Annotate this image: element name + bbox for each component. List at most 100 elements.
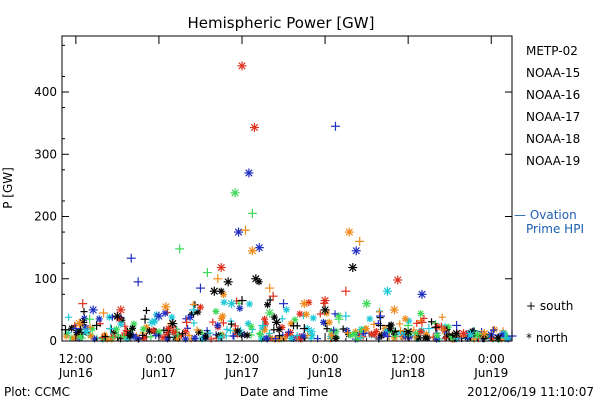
background-data-mark [139, 325, 147, 333]
background-data-mark [381, 330, 389, 338]
background-data-mark [214, 321, 222, 329]
ovation-legend-line1: — Ovation [514, 208, 577, 222]
background-data-mark [278, 315, 286, 323]
background-data-mark [114, 331, 122, 339]
background-data-mark [415, 334, 423, 342]
background-data-mark [375, 308, 383, 316]
background-data-mark [234, 327, 242, 335]
data-point [126, 253, 136, 263]
y-axis-label: P [GW] [1, 167, 15, 209]
background-data-mark [323, 325, 331, 333]
data-point [382, 286, 392, 296]
background-data-mark [202, 333, 210, 341]
background-data-mark [256, 330, 264, 338]
legend-entry: NOAA-18 [526, 132, 580, 146]
background-data-mark [391, 332, 399, 340]
data-point [249, 123, 259, 132]
background-data-mark [417, 310, 425, 318]
data-point [223, 277, 233, 287]
data-point [147, 317, 157, 327]
background-data-mark [296, 310, 304, 318]
background-data-mark [73, 329, 81, 337]
background-data-mark [264, 301, 272, 309]
background-data-mark [219, 312, 227, 320]
data-point [299, 324, 309, 334]
background-data-mark [325, 318, 333, 326]
data-point [389, 305, 399, 315]
data-point [334, 314, 344, 324]
data-point [265, 283, 275, 293]
data-point [99, 308, 109, 318]
data-point [78, 299, 88, 309]
data-point [348, 263, 358, 273]
x-tick-time: 12:00 [59, 352, 94, 366]
data-point [202, 268, 212, 278]
background-data-mark [438, 313, 446, 321]
background-data-mark [191, 334, 199, 342]
data-point [268, 291, 278, 301]
data-point [237, 296, 247, 306]
background-data-mark [196, 303, 204, 311]
data-point [244, 168, 254, 178]
background-data-mark [275, 332, 283, 340]
background-data-mark [226, 327, 234, 335]
data-point [341, 286, 351, 296]
background-data-mark [433, 323, 441, 331]
background-data-mark [63, 330, 71, 338]
data-point [189, 305, 199, 315]
background-data-mark [278, 323, 286, 331]
data-point [161, 302, 171, 312]
chart-title: Hemispheric Power [GW] [188, 14, 375, 32]
data-points [60, 61, 517, 343]
background-data-mark [96, 320, 104, 328]
south-marker-legend: + south [526, 299, 573, 313]
data-point [403, 320, 413, 330]
data-point [472, 330, 482, 340]
background-data-mark [351, 330, 359, 338]
data-point [351, 246, 361, 256]
background-data-mark [185, 331, 193, 339]
background-data-mark [433, 331, 441, 339]
data-point [237, 61, 247, 71]
background-data-mark [344, 329, 352, 337]
data-point [209, 286, 219, 296]
background-data-mark [216, 334, 224, 342]
data-point [417, 289, 427, 299]
data-point [133, 277, 143, 287]
background-data-mark [421, 334, 429, 342]
background-data-mark [142, 306, 150, 314]
background-data-mark [417, 328, 425, 336]
x-tick-date: Jun17 [224, 366, 259, 380]
background-data-mark [309, 314, 317, 322]
background-data-mark [120, 333, 128, 341]
background-data-mark [179, 330, 187, 338]
background-data-mark [117, 320, 125, 328]
background-data-mark [357, 334, 365, 342]
data-point [116, 305, 126, 315]
background-data-mark [65, 313, 73, 321]
background-data-mark [396, 320, 404, 328]
background-data-mark [206, 329, 214, 337]
background-data-mark [397, 327, 405, 335]
data-point [459, 329, 469, 339]
x-axis: 12:00Jun160:00Jun1712:00Jun170:00Jun1812… [58, 36, 513, 380]
data-point [452, 320, 462, 330]
plot-timestamp: 2012/06/19 11:10:07 [467, 385, 594, 399]
data-point [74, 319, 84, 329]
background-data-mark [217, 287, 225, 295]
background-data-mark [247, 323, 255, 331]
background-data-mark [285, 328, 293, 336]
data-point [265, 308, 275, 318]
background-data-mark [220, 298, 228, 306]
data-point [154, 311, 164, 321]
background-data-mark [243, 331, 251, 339]
background-data-mark [109, 333, 117, 341]
background-data-mark [361, 325, 369, 333]
background-data-mark [122, 326, 130, 334]
legend: METP-02 NOAA-15 NOAA-16 NOAA-17 NOAA-18 NOAA-… [526, 44, 580, 168]
background-data-mark [223, 325, 231, 333]
legend-entry: NOAA-17 [526, 110, 580, 124]
x-tick-time: 12:00 [225, 352, 260, 366]
scatter-cloud [62, 278, 512, 343]
data-point [81, 327, 91, 337]
